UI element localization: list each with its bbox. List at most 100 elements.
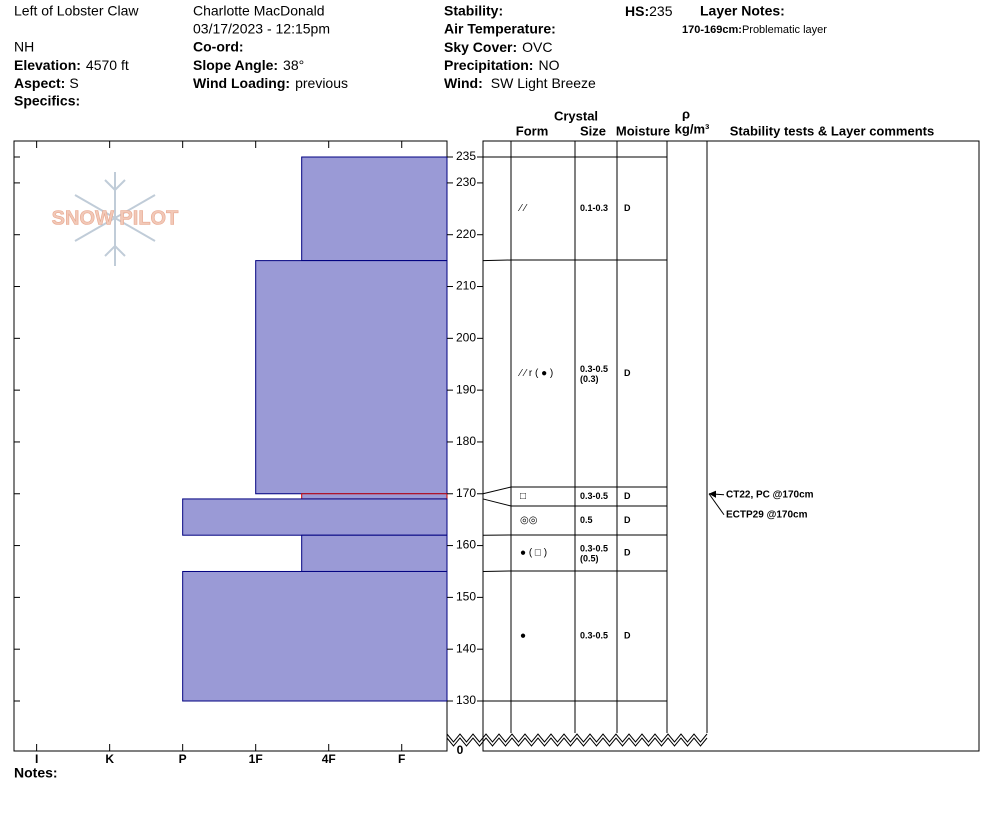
y-tick-label: 160 <box>456 538 476 552</box>
column-header: Crystal <box>554 108 598 123</box>
sky-cover: Sky Cover: OVC <box>444 39 553 55</box>
depth-connector <box>482 498 512 507</box>
axis-break <box>446 737 708 747</box>
hardness-bar <box>301 493 448 500</box>
moisture: D <box>624 515 631 525</box>
layer-note: 170-169cm:Problematic layer <box>682 24 827 36</box>
value: 38° <box>283 57 304 73</box>
y-tick-label: 235 <box>456 149 476 163</box>
value: OVC <box>522 39 552 55</box>
grain-size: 0.3-0.5 <box>580 491 608 501</box>
observer: Charlotte MacDonald <box>193 3 325 19</box>
y-tick-label: 190 <box>456 382 476 396</box>
y-tick-label: 180 <box>456 434 476 448</box>
value: NO <box>538 57 559 73</box>
grain-size: 0.5 <box>580 515 593 525</box>
column-header: Form <box>516 123 549 138</box>
axis-break <box>446 733 708 743</box>
elevation: Elevation: 4570 ft <box>14 57 129 73</box>
y-tick-label: 210 <box>456 279 476 293</box>
depth-connector <box>482 486 512 495</box>
y-tick-label: 170 <box>456 486 476 500</box>
aspect: Aspect: S <box>14 75 79 91</box>
label: 170-169cm: <box>682 24 742 36</box>
hardness-bar <box>182 570 448 702</box>
column-header: kg/m³ <box>675 121 710 136</box>
y-tick-label: 140 <box>456 641 476 655</box>
arrow-head <box>709 490 716 498</box>
grain-size: 0.3-0.5 <box>580 630 608 640</box>
air-temperature: Air Temperature: <box>444 21 556 37</box>
value: previous <box>295 75 348 91</box>
grain-size: (0.3) <box>580 374 599 384</box>
depth-connector <box>482 259 512 262</box>
x-tick-label: F <box>398 752 405 766</box>
wind: Wind: SW Light Breeze <box>444 75 596 91</box>
coord: Co-ord: <box>193 39 244 55</box>
stability: Stability: <box>444 3 503 19</box>
x-tick-label: K <box>105 752 114 766</box>
slope-angle: Slope Angle: 38° <box>193 57 304 73</box>
logo: SNOW PILOT <box>52 207 179 229</box>
test-label: ECTP29 @170cm <box>726 509 808 520</box>
moisture: D <box>624 630 631 640</box>
grain-size: 0.1-0.3 <box>580 203 608 213</box>
label: HS: <box>625 3 649 19</box>
grain-form: ◎◎ <box>520 515 538 526</box>
grain-form: ● <box>520 631 526 642</box>
grain-size: 0.3-0.5 <box>580 364 608 374</box>
value: 4570 ft <box>86 57 129 73</box>
location: Left of Lobster Claw <box>14 3 139 19</box>
value: SW Light Breeze <box>491 75 596 91</box>
y-tick-label: 0 <box>457 743 464 757</box>
x-tick-label: I <box>35 752 38 766</box>
column-header: Moisture <box>616 123 670 138</box>
hardness-bar <box>182 498 448 536</box>
label: Slope Angle: <box>193 57 278 73</box>
value: S <box>69 75 78 91</box>
column-header: ρ <box>682 106 690 121</box>
y-tick-label: 150 <box>456 590 476 604</box>
hardness-bar <box>301 156 448 262</box>
y-tick-label: 200 <box>456 331 476 345</box>
table-frame <box>482 140 980 752</box>
grain-size: (0.5) <box>580 553 599 563</box>
x-tick-label: 4F <box>322 752 336 766</box>
label: Precipitation: <box>444 57 533 73</box>
y-tick-label: 230 <box>456 175 476 189</box>
label: Wind Loading: <box>193 75 290 91</box>
hardness-bar <box>255 260 448 495</box>
grain-form: □ <box>520 491 526 502</box>
grain-form: ● ( □ ) <box>520 548 547 559</box>
grain-size: 0.3-0.5 <box>580 543 608 553</box>
label: Elevation: <box>14 57 81 73</box>
moisture: D <box>624 368 631 378</box>
x-tick-label: 1F <box>249 752 263 766</box>
label: Wind: <box>444 75 483 91</box>
hardness-bar <box>301 534 448 572</box>
grain-form: ⁄ ⁄ <box>517 203 527 214</box>
datetime: 03/17/2023 - 12:15pm <box>193 21 330 37</box>
x-tick-label: P <box>179 752 187 766</box>
value: Problematic layer <box>742 24 827 36</box>
value: 235 <box>649 3 673 19</box>
precipitation: Precipitation: NO <box>444 57 560 73</box>
test-label: CT22, PC @170cm <box>726 489 814 500</box>
moisture: D <box>624 491 631 501</box>
moisture: D <box>624 547 631 557</box>
y-tick-label: 220 <box>456 227 476 241</box>
layer-notes: Layer Notes: <box>700 3 785 19</box>
grain-form: ⁄ ⁄ r ( ● ) <box>517 368 553 379</box>
moisture: D <box>624 203 631 213</box>
column-header: Stability tests & Layer comments <box>730 123 934 138</box>
test-arrow <box>708 493 725 516</box>
label: Aspect: <box>14 75 65 91</box>
y-tick-label: 130 <box>456 693 476 707</box>
notes-label: Notes: <box>14 765 58 781</box>
column-header: Size <box>580 123 606 138</box>
snowflake <box>74 172 156 266</box>
specifics: Specifics: <box>14 93 80 109</box>
wind-loading: Wind Loading: previous <box>193 75 348 91</box>
state: NH <box>14 39 34 55</box>
